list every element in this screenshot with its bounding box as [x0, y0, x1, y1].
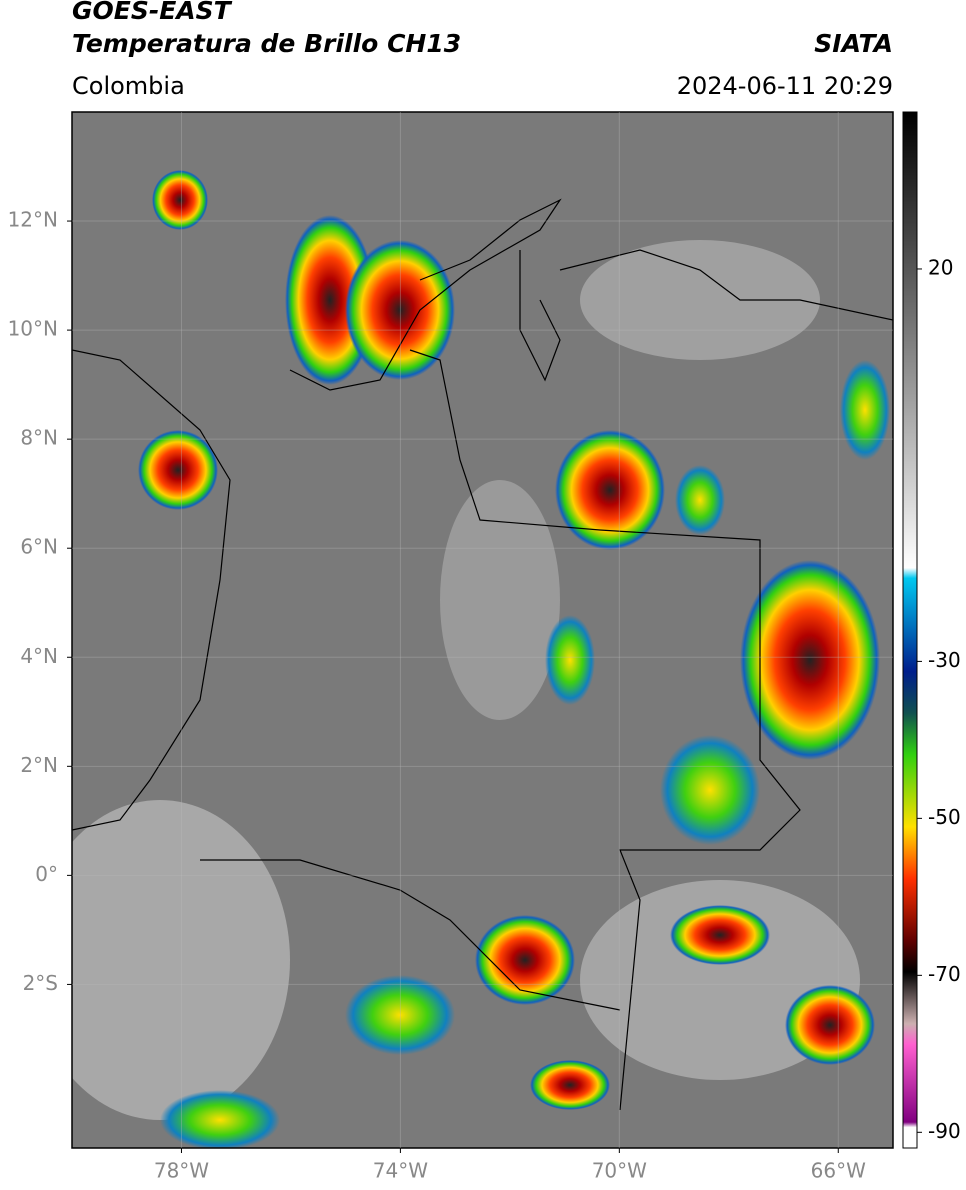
- x-tick-label: 78°W: [154, 1159, 209, 1183]
- map-frame: [71, 111, 894, 1149]
- colorbar-label: -50: [928, 805, 961, 829]
- x-tick-label: 70°W: [592, 1159, 647, 1183]
- y-tick-label: 4°N: [20, 644, 58, 668]
- region: Colombia: [72, 72, 185, 100]
- colorbar-label: 20: [928, 255, 953, 279]
- y-tick-label: 6°N: [20, 535, 58, 559]
- colorbar-label: -90: [928, 1119, 961, 1143]
- datetime: 2024-06-11 20:29: [677, 72, 893, 100]
- y-tick-label: 12°N: [8, 208, 58, 232]
- y-tick-label: 0°: [35, 862, 58, 886]
- x-tick-label: 66°W: [811, 1159, 866, 1183]
- y-tick-label: 2°N: [20, 753, 58, 777]
- colorbar-label: -70: [928, 962, 961, 986]
- title: GOES-EAST: [72, 0, 233, 25]
- colorbar: [902, 111, 918, 1149]
- y-tick-label: 10°N: [8, 317, 58, 341]
- product: Temperatura de Brillo CH13: [72, 29, 461, 58]
- y-tick-label: 8°N: [20, 426, 58, 450]
- source: SIATA: [814, 29, 893, 58]
- x-tick-label: 74°W: [373, 1159, 428, 1183]
- colorbar-label: -30: [928, 648, 961, 672]
- satellite-image: [72, 112, 893, 1148]
- y-tick-label: 2°S: [23, 971, 58, 995]
